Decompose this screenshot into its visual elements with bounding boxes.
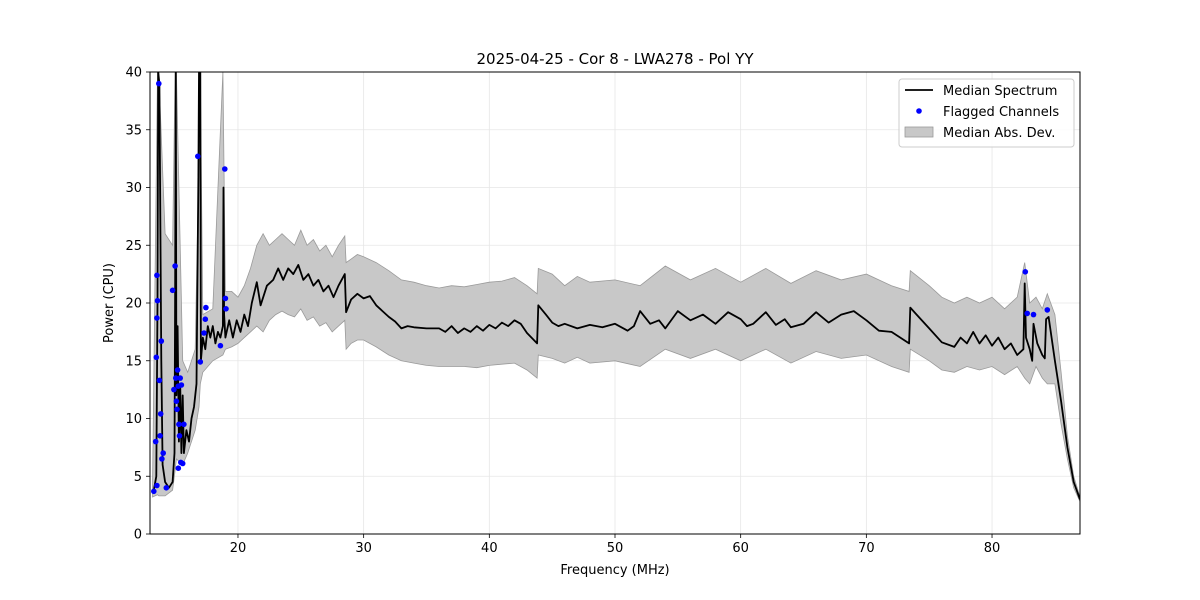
flagged-point: [156, 377, 163, 384]
y-tick-label: 35: [125, 123, 142, 138]
flagged-points-layer: [151, 80, 1051, 495]
x-tick-label: 30: [355, 541, 372, 556]
legend-label-mad: Median Abs. Dev.: [943, 126, 1055, 141]
flagged-point: [203, 304, 209, 311]
flagged-point: [178, 382, 185, 388]
flagged-point: [173, 375, 179, 381]
flagged-point: [177, 375, 183, 381]
legend: Median Spectrum Flagged Channels Median …: [898, 78, 1075, 148]
x-tick-label: 20: [230, 541, 247, 556]
flagged-point: [154, 297, 161, 304]
flagged-point: [176, 433, 183, 439]
flagged-point: [222, 295, 229, 302]
x-tick-label: 60: [732, 541, 749, 556]
y-tick-label: 10: [125, 412, 142, 427]
flagged-point: [169, 287, 176, 294]
flagged-point: [158, 338, 165, 344]
x-tick-label: 80: [984, 541, 1001, 556]
flagged-point: [223, 306, 229, 312]
flagged-point: [195, 153, 201, 160]
flagged-point: [172, 263, 178, 269]
flagged-point: [153, 354, 160, 361]
median-line-layer: [152, 72, 1080, 500]
legend-label-flagged: Flagged Channels: [943, 105, 1059, 120]
y-tick-label: 25: [125, 239, 142, 254]
flagged-point: [1024, 310, 1030, 317]
flagged-point: [197, 359, 204, 365]
flagged-point: [151, 488, 157, 495]
y-tick-label: 40: [125, 66, 142, 81]
x-tick-label: 70: [858, 541, 875, 556]
flagged-point: [173, 398, 180, 405]
flagged-point: [217, 342, 224, 349]
mad-band: [152, 72, 1080, 502]
flagged-point: [181, 421, 187, 428]
flagged-point: [154, 315, 160, 321]
y-tick-label: 30: [125, 181, 142, 196]
flagged-point: [163, 485, 170, 491]
y-tick-label: 15: [125, 354, 142, 369]
flagged-point: [174, 406, 180, 413]
flagged-point: [1044, 307, 1051, 313]
flagged-point: [1022, 269, 1029, 275]
legend-band-swatch: [904, 126, 934, 138]
flagged-point: [152, 438, 159, 445]
mad-band-layer: [152, 72, 1080, 502]
x-axis-label: Frequency (MHz): [560, 563, 669, 578]
y-tick-label: 5: [134, 470, 142, 485]
flagged-point: [157, 411, 164, 417]
flagged-point: [154, 272, 160, 279]
flagged-point: [178, 459, 184, 466]
flagged-point: [159, 456, 165, 462]
flagged-point: [175, 465, 182, 472]
flagged-point: [171, 386, 177, 393]
flagged-point: [201, 330, 207, 336]
legend-label-median: Median Spectrum: [943, 84, 1057, 99]
flagged-point: [202, 316, 209, 323]
y-tick-label: 20: [125, 297, 142, 312]
flagged-point: [1030, 311, 1037, 318]
flagged-point: [156, 80, 162, 87]
median-spectrum-line: [152, 72, 1080, 500]
y-axis-label: Power (CPU): [102, 263, 117, 343]
legend-dot-swatch: [916, 108, 922, 114]
legend-box: [898, 78, 1075, 148]
flagged-point: [176, 421, 182, 428]
flagged-point: [154, 482, 160, 489]
flagged-point: [174, 367, 181, 373]
flagged-point: [157, 433, 163, 439]
y-axis-ticks: 0 5 10 15 20 25 30 35 40: [125, 66, 150, 543]
y-tick-label: 0: [134, 528, 142, 543]
x-tick-label: 50: [607, 541, 624, 556]
flagged-point: [222, 166, 228, 172]
chart-title: 2025-04-25 - Cor 8 - LWA278 - Pol YY: [477, 50, 755, 68]
flagged-point: [160, 450, 166, 456]
x-axis-ticks: 20 30 40 50 60 70 80: [230, 534, 1001, 556]
x-tick-label: 40: [481, 541, 498, 556]
